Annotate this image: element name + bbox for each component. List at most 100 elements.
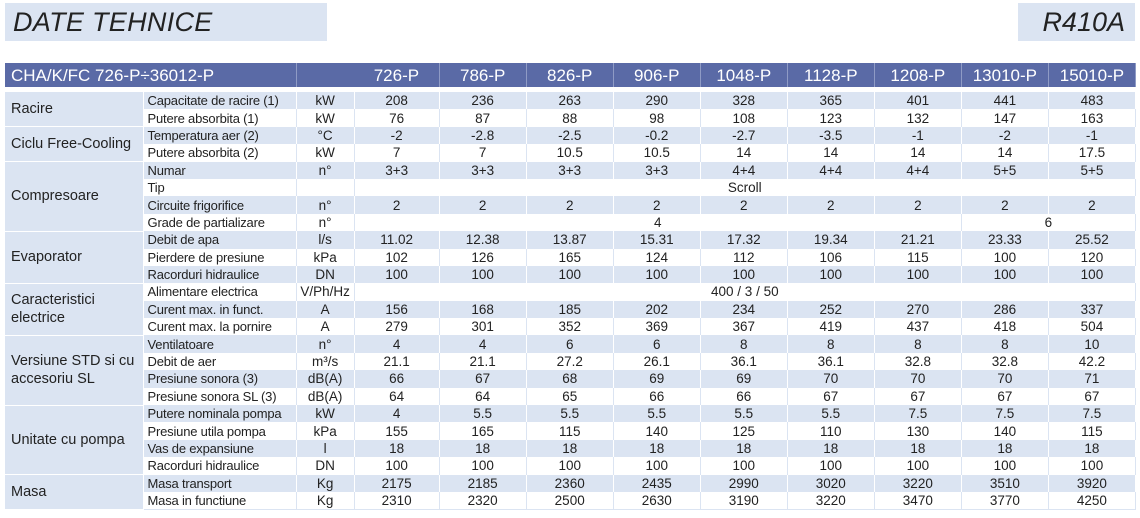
value-cell: 69	[700, 370, 788, 388]
unit-cell: kW	[296, 92, 355, 110]
unit-cell	[296, 178, 355, 197]
page-title: DATE TEHNICE	[13, 7, 213, 37]
value-cell: 3+3	[354, 161, 440, 179]
value-cell: 418	[961, 318, 1049, 336]
value-cell: 504	[1048, 318, 1137, 336]
value-cell: 70	[874, 370, 962, 388]
value-cell: 100	[354, 265, 440, 284]
value-cell: -2.5	[526, 126, 614, 145]
parameter-label: Curent max. in funct.	[143, 300, 297, 319]
unit-cell: n°	[296, 213, 355, 232]
group-label: Masa	[5, 474, 144, 511]
value-cell: 2	[961, 196, 1049, 214]
table-row: Masa Masa transport Kg 2175 2185 2360 2435 2990…	[5, 474, 1137, 511]
model-header: 906-P	[613, 63, 701, 87]
value-cell: 5+5	[1048, 161, 1137, 179]
value-cell: 26.1	[613, 352, 701, 371]
value-cell: 168	[439, 300, 527, 319]
table-row: Putere absorbita (2) kW 7 7 10.5 10.5 14 14 14 14…	[5, 144, 1137, 162]
value-cell: 14	[874, 144, 962, 162]
merged-value-cell: 400 / 3 / 50	[354, 283, 1137, 301]
value-cell: 8	[874, 335, 962, 353]
value-cell: 3220	[787, 491, 875, 511]
value-cell: 4250	[1048, 491, 1137, 511]
unit-cell: Kg	[296, 474, 355, 492]
value-cell: 5.5	[439, 405, 527, 423]
value-cell: 290	[613, 92, 701, 110]
value-cell: 8	[961, 335, 1049, 353]
value-cell: 100	[961, 248, 1049, 266]
value-cell: 100	[787, 265, 875, 284]
value-cell: 4+4	[874, 161, 962, 179]
value-cell: 88	[526, 109, 614, 127]
group-label: Unitate cu pompa	[5, 405, 144, 476]
value-cell: 165	[526, 248, 614, 266]
value-cell: 155	[354, 422, 440, 440]
parameter-label: Capacitate de racire (1)	[143, 92, 297, 110]
value-cell: 70	[787, 370, 875, 388]
table-row: Pierdere de presiune kPa 102 126 165 124 112 10…	[5, 248, 1137, 266]
value-cell: 100	[354, 457, 440, 475]
unit-cell: n°	[296, 161, 355, 179]
value-cell: 32.8	[874, 352, 962, 371]
value-cell: 3510	[961, 474, 1049, 492]
value-cell: 21.21	[874, 231, 962, 249]
value-cell: 68	[526, 370, 614, 388]
value-cell: 18	[354, 439, 440, 458]
parameter-label: Putere absorbita (2)	[143, 144, 297, 162]
table-row: Racorduri hidraulice DN 100 100 100 100 100 100…	[5, 265, 1137, 284]
value-cell: 352	[526, 318, 614, 336]
group-label: Evaporator	[5, 231, 144, 284]
value-cell: 100	[1048, 265, 1137, 284]
value-cell: 100	[874, 457, 962, 475]
value-cell: 14	[700, 144, 788, 162]
parameter-label: Circuite frigorifice	[143, 196, 297, 214]
group-label: Caracteristici electrice	[5, 283, 144, 336]
title-banner: DATE TEHNICE	[5, 3, 327, 41]
value-cell: 437	[874, 318, 962, 336]
unit-cell: kW	[296, 405, 355, 423]
value-cell: 18	[1048, 439, 1137, 458]
unit-cell: kW	[296, 109, 355, 127]
unit-cell: l/s	[296, 231, 355, 249]
header-gap	[5, 87, 1136, 92]
group-label: Versiune STD si cu accesoriu SL	[5, 335, 144, 406]
value-cell: -2	[961, 126, 1049, 145]
value-cell: 8	[700, 335, 788, 353]
value-cell: 234	[700, 300, 788, 319]
value-cell: 100	[961, 457, 1049, 475]
value-cell: 14	[961, 144, 1049, 162]
value-cell: 369	[613, 318, 701, 336]
value-cell: 4	[439, 335, 527, 353]
parameter-label: Debit de apa	[143, 231, 297, 249]
value-cell: 3+3	[439, 161, 527, 179]
value-cell: 185	[526, 300, 614, 319]
parameter-label: Pierdere de presiune	[143, 248, 297, 266]
value-cell: 100	[613, 457, 701, 475]
table-row: Presiune utila pompa kPa 155 165 115 140 125 11…	[5, 422, 1137, 440]
value-cell: 7	[354, 144, 440, 162]
table-row: Grade de partializare n° 4 6	[5, 213, 1137, 232]
value-cell: 483	[1048, 92, 1137, 110]
value-cell: 8	[787, 335, 875, 353]
value-cell: 2	[700, 196, 788, 214]
table-row: Compresoare Numar n° 3+3 3+3 3+3 3+3 4+4 4+4 4+4 5…	[5, 161, 1137, 232]
value-cell: 15.31	[613, 231, 701, 249]
parameter-label: Putere nominala pompa	[143, 405, 297, 423]
value-cell: 2175	[354, 474, 440, 492]
value-cell: 140	[613, 422, 701, 440]
value-cell: 147	[961, 109, 1049, 127]
value-cell: 2	[874, 196, 962, 214]
value-cell: 401	[874, 92, 962, 110]
value-cell: 2435	[613, 474, 701, 492]
value-cell: 236	[439, 92, 527, 110]
value-cell: 67	[439, 370, 527, 388]
value-cell: 2320	[439, 491, 527, 511]
value-cell: 4+4	[787, 161, 875, 179]
value-cell: 21.1	[439, 352, 527, 371]
model-header: 1048-P	[700, 63, 788, 87]
value-cell: 367	[700, 318, 788, 336]
value-cell: 10	[1048, 335, 1137, 353]
value-cell: 19.34	[787, 231, 875, 249]
value-cell: 3920	[1048, 474, 1137, 492]
